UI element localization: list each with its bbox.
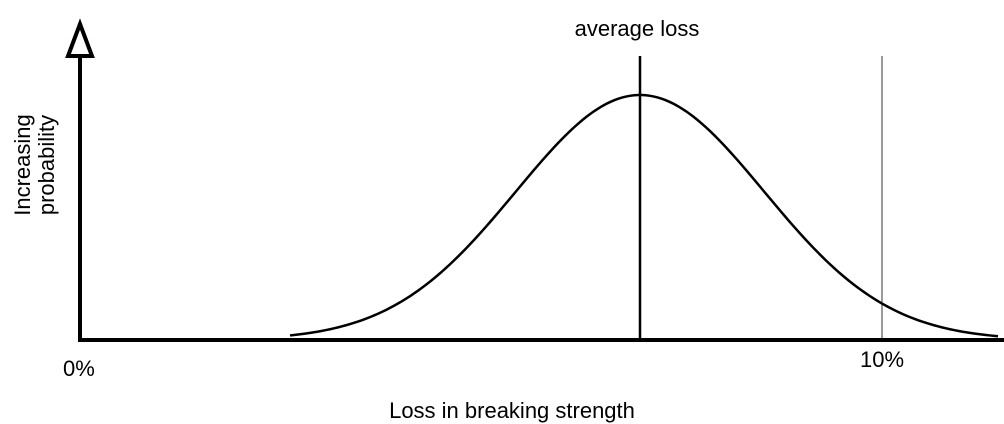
y-axis-label: probability	[34, 115, 59, 215]
x-axis-label: Loss in breaking strength	[389, 398, 635, 423]
y-axis-arrow	[65, 18, 95, 58]
x-mark-label: 10%	[860, 347, 904, 372]
x-start-label: 0%	[63, 356, 95, 381]
y-axis-label: Increasing	[10, 114, 35, 216]
distribution-curve	[289, 93, 999, 338]
average-label: average loss	[575, 16, 700, 41]
